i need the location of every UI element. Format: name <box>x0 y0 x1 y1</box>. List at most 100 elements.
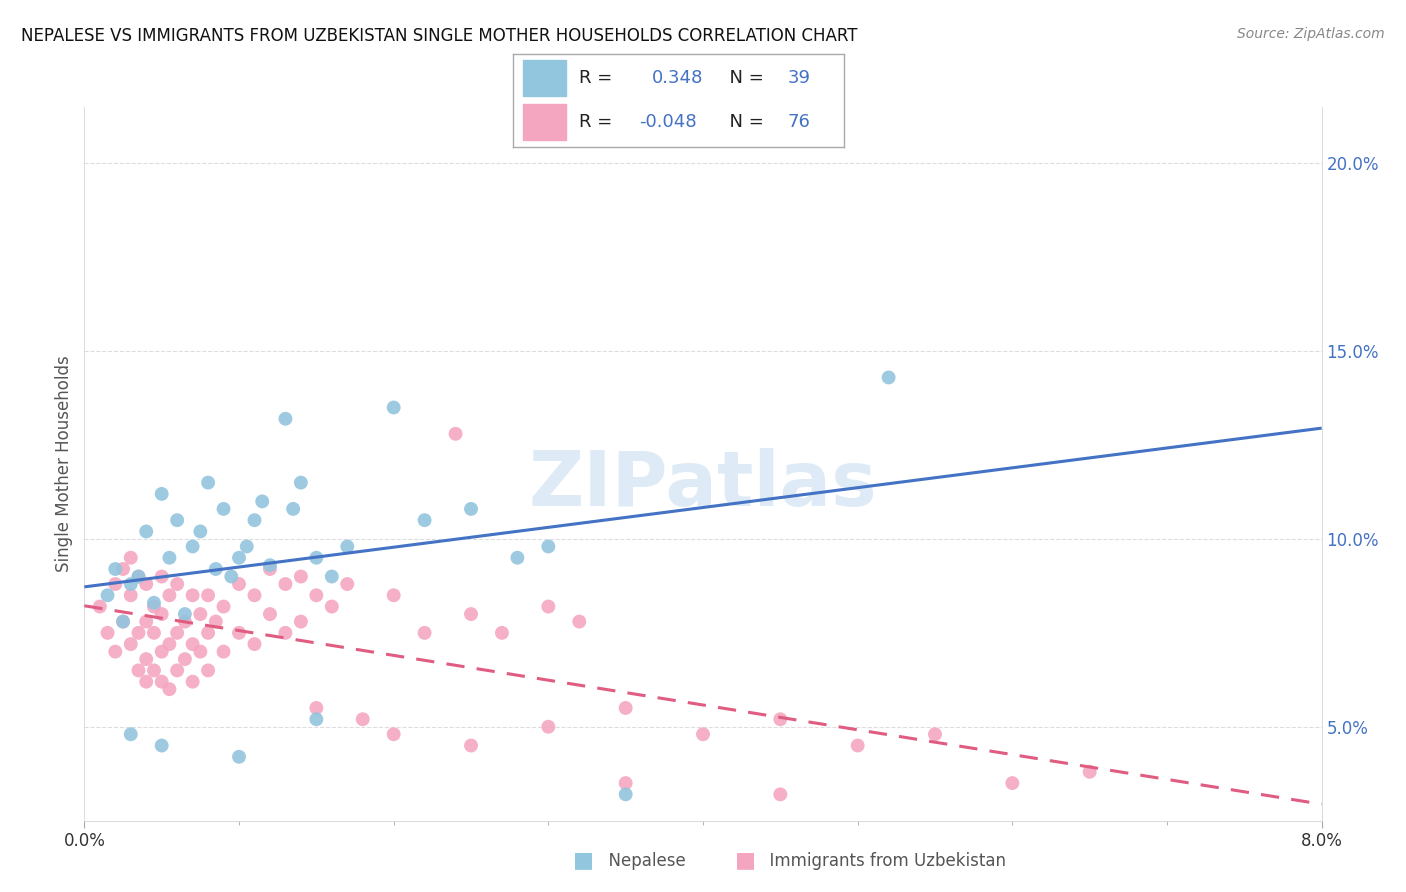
Bar <box>523 104 567 140</box>
Text: N =: N = <box>718 113 769 131</box>
Point <box>444 426 467 441</box>
Point <box>135 674 157 689</box>
Point <box>281 502 305 516</box>
Text: -0.048: -0.048 <box>638 113 696 131</box>
Point <box>159 550 180 565</box>
Point <box>159 588 180 602</box>
Point <box>166 513 188 527</box>
Point <box>382 588 405 602</box>
Point <box>150 569 173 583</box>
Point <box>321 569 343 583</box>
Point <box>112 615 135 629</box>
Point <box>336 577 359 591</box>
Point <box>135 577 157 591</box>
Point <box>259 562 281 576</box>
Text: Nepalese: Nepalese <box>598 852 685 870</box>
Text: 76: 76 <box>787 113 810 131</box>
Point <box>197 664 219 678</box>
Point <box>150 607 173 621</box>
Point <box>188 645 212 659</box>
Point <box>305 550 328 565</box>
Point <box>174 652 197 666</box>
Point <box>305 588 328 602</box>
Point <box>321 599 343 614</box>
Point <box>143 664 166 678</box>
Point <box>120 577 142 591</box>
Point <box>181 540 204 554</box>
Point <box>127 664 149 678</box>
Text: R =: R = <box>579 69 619 87</box>
Point <box>181 637 204 651</box>
Text: ■: ■ <box>574 850 593 870</box>
Point <box>460 739 482 753</box>
Text: ■: ■ <box>735 850 755 870</box>
Point <box>274 625 297 640</box>
Point <box>846 739 869 753</box>
Point <box>150 739 173 753</box>
Point <box>197 475 219 490</box>
Text: 0.348: 0.348 <box>652 69 703 87</box>
Point <box>120 588 142 602</box>
Point <box>212 599 235 614</box>
Point <box>112 562 135 576</box>
Point <box>212 645 235 659</box>
Point <box>250 494 273 508</box>
Point <box>112 615 135 629</box>
Point <box>197 588 219 602</box>
Point <box>568 615 591 629</box>
Point <box>197 625 219 640</box>
Text: Immigrants from Uzbekistan: Immigrants from Uzbekistan <box>759 852 1007 870</box>
Point <box>135 652 157 666</box>
Point <box>614 701 637 715</box>
Point <box>159 682 180 697</box>
Point <box>174 607 197 621</box>
Point <box>382 401 405 415</box>
Point <box>243 588 266 602</box>
Point <box>228 577 250 591</box>
Bar <box>523 60 567 95</box>
Point <box>212 502 235 516</box>
Point <box>692 727 714 741</box>
Point <box>924 727 946 741</box>
Text: 39: 39 <box>787 69 810 87</box>
Point <box>143 625 166 640</box>
Point <box>228 550 250 565</box>
Point <box>1078 764 1101 779</box>
Point <box>188 524 212 539</box>
Point <box>159 637 180 651</box>
Point <box>166 664 188 678</box>
Point <box>120 727 142 741</box>
Text: N =: N = <box>718 69 769 87</box>
Point <box>769 788 792 802</box>
Text: Source: ZipAtlas.com: Source: ZipAtlas.com <box>1237 27 1385 41</box>
Point <box>166 625 188 640</box>
Point <box>120 637 142 651</box>
Point <box>228 625 250 640</box>
Point <box>243 637 266 651</box>
Point <box>205 562 228 576</box>
Point <box>150 674 173 689</box>
Point <box>143 599 166 614</box>
Point <box>614 776 637 790</box>
Point <box>219 569 242 583</box>
Point <box>127 569 149 583</box>
Point <box>614 788 637 802</box>
Point <box>460 607 482 621</box>
Point <box>537 599 560 614</box>
Point <box>166 577 188 591</box>
Point <box>1001 776 1024 790</box>
Point <box>877 370 900 384</box>
Point <box>205 615 228 629</box>
Point <box>181 674 204 689</box>
Point <box>274 577 297 591</box>
Point <box>537 720 560 734</box>
Point <box>460 502 482 516</box>
Point <box>120 550 142 565</box>
Point <box>243 513 266 527</box>
Point <box>143 596 166 610</box>
Point <box>382 727 405 741</box>
Point <box>150 645 173 659</box>
Point <box>89 599 111 614</box>
Point <box>274 411 297 425</box>
Point <box>174 615 197 629</box>
